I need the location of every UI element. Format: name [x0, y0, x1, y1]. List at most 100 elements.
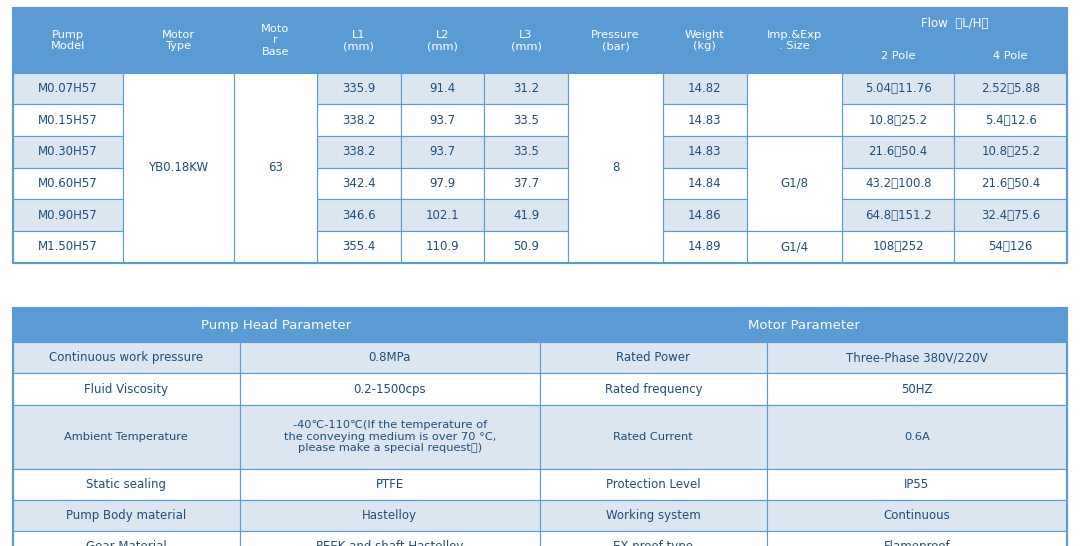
- Text: Motor Parameter: Motor Parameter: [747, 319, 860, 332]
- Bar: [955, 136, 1067, 168]
- Bar: [233, 8, 318, 73]
- Bar: [767, 500, 1067, 531]
- Bar: [955, 39, 1067, 73]
- Text: Gear Material: Gear Material: [86, 541, 166, 546]
- Text: 37.7: 37.7: [513, 177, 539, 190]
- Text: 63: 63: [268, 161, 283, 174]
- Text: Rated Current: Rated Current: [613, 432, 693, 442]
- Bar: [484, 104, 568, 136]
- Bar: [401, 73, 484, 104]
- Bar: [13, 8, 123, 73]
- Text: 14.84: 14.84: [688, 177, 721, 190]
- Text: 110.9: 110.9: [426, 240, 459, 253]
- Bar: [13, 8, 1067, 263]
- Text: 5.4～12.6: 5.4～12.6: [985, 114, 1037, 127]
- Text: 64.8～151.2: 64.8～151.2: [865, 209, 932, 222]
- Bar: [663, 8, 746, 73]
- Bar: [540, 531, 767, 546]
- Bar: [746, 136, 841, 231]
- Bar: [123, 8, 233, 73]
- Text: 10.8～25.2: 10.8～25.2: [868, 114, 928, 127]
- Bar: [484, 231, 568, 263]
- Bar: [841, 231, 955, 263]
- Text: Pump
Model: Pump Model: [51, 29, 85, 51]
- Text: M0.07H57: M0.07H57: [38, 82, 98, 95]
- Text: Continuous: Continuous: [883, 509, 950, 522]
- Text: -40℃-110℃(If the temperature of
the conveying medium is over 70 °C,
please make : -40℃-110℃(If the temperature of the conv…: [284, 420, 496, 453]
- Text: PTFE: PTFE: [376, 478, 404, 491]
- Bar: [484, 136, 568, 168]
- Bar: [955, 73, 1067, 104]
- Bar: [318, 104, 401, 136]
- Bar: [318, 231, 401, 263]
- Text: Ambient Temperature: Ambient Temperature: [65, 432, 188, 442]
- Text: Static sealing: Static sealing: [86, 478, 166, 491]
- Text: 97.9: 97.9: [430, 177, 456, 190]
- Text: Flameproof: Flameproof: [883, 541, 950, 546]
- Text: Hastelloy: Hastelloy: [362, 509, 417, 522]
- Bar: [401, 231, 484, 263]
- Text: Rated frequency: Rated frequency: [605, 383, 702, 395]
- Bar: [841, 104, 955, 136]
- Bar: [767, 342, 1067, 373]
- Text: 14.83: 14.83: [688, 145, 721, 158]
- Bar: [484, 168, 568, 199]
- Bar: [955, 104, 1067, 136]
- Text: L3
(mm): L3 (mm): [511, 29, 541, 51]
- Bar: [663, 73, 746, 104]
- Text: 32.4～75.6: 32.4～75.6: [981, 209, 1040, 222]
- Bar: [401, 168, 484, 199]
- Text: 50HZ: 50HZ: [901, 383, 933, 395]
- Bar: [841, 73, 955, 104]
- Text: 14.89: 14.89: [688, 240, 721, 253]
- Text: 0.2-1500cps: 0.2-1500cps: [353, 383, 427, 395]
- Bar: [540, 342, 767, 373]
- Text: 21.6～50.4: 21.6～50.4: [868, 145, 928, 158]
- Bar: [13, 469, 240, 500]
- Text: Rated Power: Rated Power: [617, 352, 690, 364]
- Bar: [841, 168, 955, 199]
- Bar: [401, 104, 484, 136]
- Bar: [13, 136, 123, 168]
- Bar: [13, 104, 123, 136]
- Bar: [955, 199, 1067, 231]
- Bar: [746, 8, 841, 73]
- Bar: [841, 136, 955, 168]
- Bar: [540, 469, 767, 500]
- Text: 14.86: 14.86: [688, 209, 721, 222]
- Bar: [484, 73, 568, 104]
- Bar: [401, 199, 484, 231]
- Bar: [746, 73, 841, 136]
- Text: 335.9: 335.9: [342, 82, 376, 95]
- Text: Continuous work pressure: Continuous work pressure: [50, 352, 203, 364]
- Bar: [540, 405, 767, 469]
- Text: 2 Pole: 2 Pole: [881, 51, 916, 61]
- Text: 346.6: 346.6: [342, 209, 376, 222]
- Text: 33.5: 33.5: [513, 114, 539, 127]
- Text: M0.15H57: M0.15H57: [38, 114, 98, 127]
- Bar: [13, 199, 123, 231]
- Text: 50.9: 50.9: [513, 240, 539, 253]
- Bar: [318, 8, 401, 73]
- Text: Pump Head Parameter: Pump Head Parameter: [201, 319, 352, 332]
- Bar: [240, 405, 540, 469]
- Text: M0.60H57: M0.60H57: [38, 177, 98, 190]
- Text: Protection Level: Protection Level: [606, 478, 701, 491]
- Text: Fluid Viscosity: Fluid Viscosity: [84, 383, 168, 395]
- Bar: [240, 342, 540, 373]
- Text: 14.83: 14.83: [688, 114, 721, 127]
- Bar: [13, 308, 1067, 546]
- Bar: [767, 531, 1067, 546]
- Bar: [767, 469, 1067, 500]
- Bar: [13, 373, 240, 405]
- Bar: [484, 199, 568, 231]
- Text: Weight
(kg): Weight (kg): [685, 29, 725, 51]
- Text: Pressure
(bar): Pressure (bar): [591, 29, 639, 51]
- Text: 108～252: 108～252: [873, 240, 924, 253]
- Text: L2
(mm): L2 (mm): [427, 29, 458, 51]
- Bar: [746, 231, 841, 263]
- Bar: [13, 405, 240, 469]
- Text: Imp.&Exp
. Size: Imp.&Exp . Size: [767, 29, 822, 51]
- Text: YB0.18KW: YB0.18KW: [148, 161, 208, 174]
- Text: 8: 8: [611, 161, 619, 174]
